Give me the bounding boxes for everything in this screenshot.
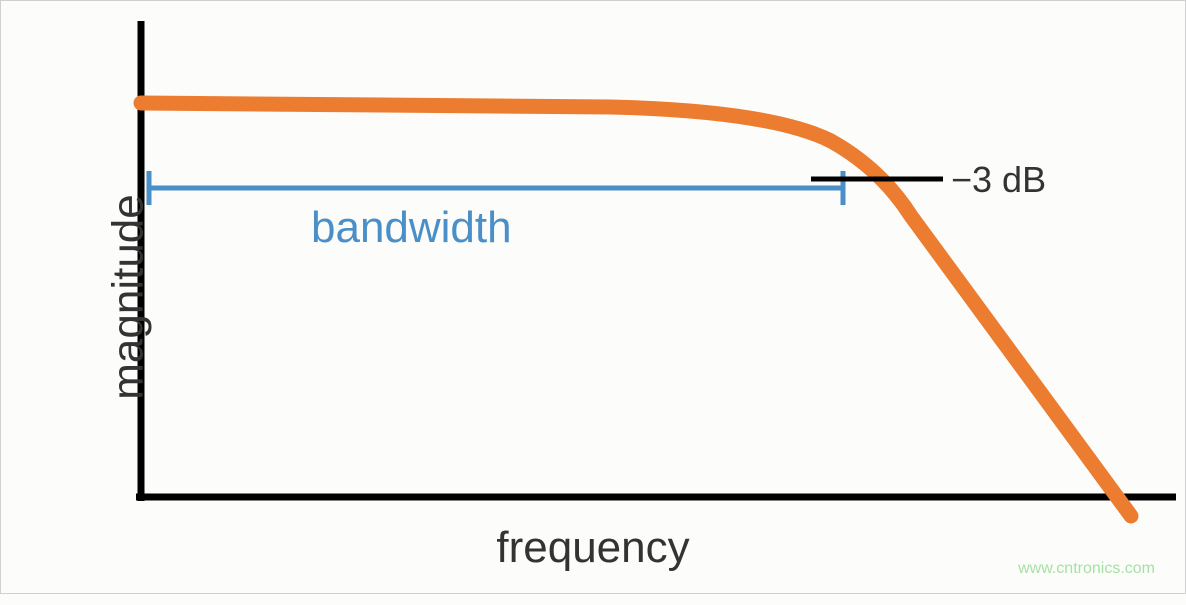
chart-container: magnitude frequency bandwidth −3 dB www.… bbox=[11, 11, 1175, 583]
watermark: www.cntronics.com bbox=[1018, 560, 1155, 578]
chart-svg bbox=[11, 11, 1186, 605]
bandwidth-label: bandwidth bbox=[311, 203, 512, 253]
x-axis-label: frequency bbox=[496, 523, 689, 573]
y-axis-label: magnitude bbox=[104, 194, 154, 399]
db-label: −3 dB bbox=[951, 159, 1046, 201]
